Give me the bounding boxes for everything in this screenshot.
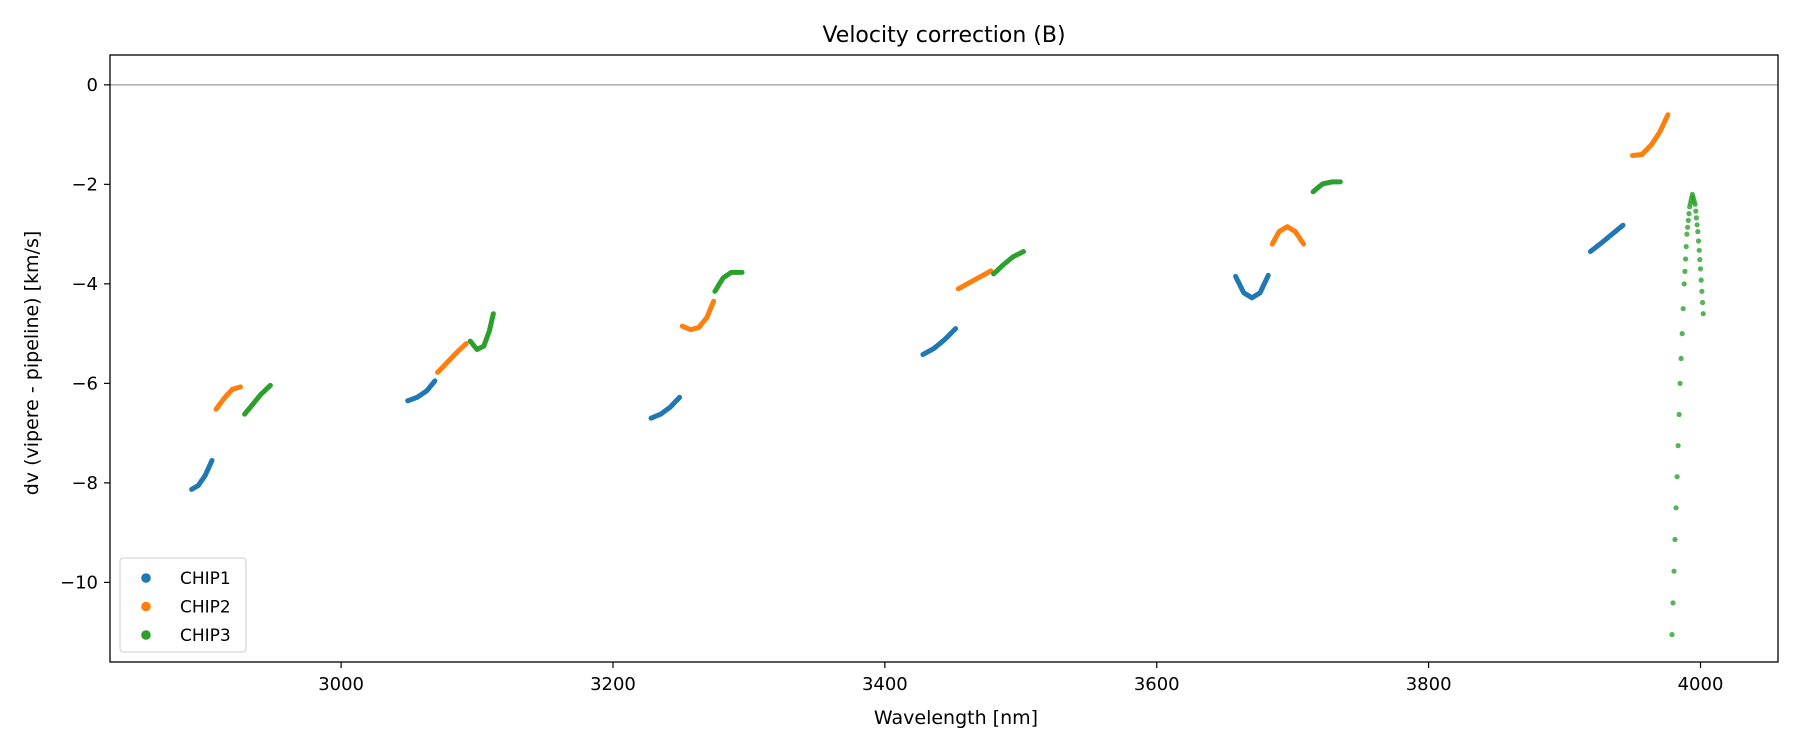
chip3-point <box>1695 229 1701 235</box>
series-chip2 <box>213 112 1671 412</box>
chip3-point <box>1695 238 1702 244</box>
chip3-segment <box>242 382 273 417</box>
chip1-segment <box>920 326 959 357</box>
y-tick-label: −2 <box>71 174 98 195</box>
chip3-point <box>1673 505 1679 511</box>
chip3-segment <box>1310 179 1343 195</box>
plot-frame <box>109 54 1779 663</box>
legend-marker-chip1 <box>141 573 151 583</box>
legend-box <box>119 557 247 653</box>
y-tick-label: 0 <box>87 75 98 96</box>
chip3-point <box>1685 217 1691 223</box>
x-tick-label: 3000 <box>318 674 364 695</box>
chip3-point <box>1675 443 1681 449</box>
y-tick-label: −6 <box>71 373 98 394</box>
axes: 3000 3200 3400 3600 3800 4000 0 −2 −4 −6 −8 −10 <box>60 54 1779 695</box>
chip3-point <box>1693 215 1699 221</box>
chip3-point <box>1677 380 1683 386</box>
legend-label-chip3: CHIP3 <box>180 626 231 646</box>
chip3-point <box>1694 222 1700 228</box>
chip3-point <box>1686 211 1692 217</box>
chip3-point <box>1693 208 1699 214</box>
plot-area <box>110 84 1778 638</box>
chip3-point <box>1681 281 1687 287</box>
chip3-point <box>1692 201 1698 207</box>
series-chip3 <box>242 179 1706 638</box>
chip2-segment <box>1269 224 1307 247</box>
chip3-point <box>1682 268 1688 274</box>
chip2-segment <box>679 298 717 333</box>
chip3-point <box>1684 231 1690 237</box>
x-tick-label: 3800 <box>1406 674 1452 695</box>
chip3-point <box>1672 536 1678 543</box>
chip1-segment <box>189 458 215 492</box>
chip3-point <box>1669 632 1675 638</box>
chip2-segment <box>213 384 243 412</box>
series-chip1 <box>189 222 1626 492</box>
chip3-point <box>1678 355 1684 362</box>
x-tick-label: 4000 <box>1678 674 1724 695</box>
chip3-point <box>1699 288 1705 294</box>
chip1-segment <box>1233 272 1271 301</box>
chip3-point <box>1698 277 1704 283</box>
chip3-point <box>1679 331 1685 337</box>
legend-label-chip2: CHIP2 <box>180 598 231 618</box>
legend-marker-chip3 <box>141 630 151 640</box>
chip2-segment <box>435 341 469 375</box>
chip2-segment <box>955 268 994 292</box>
chip3-point <box>1700 311 1706 317</box>
chip3-segment <box>712 269 745 294</box>
chip3-point <box>1674 474 1680 480</box>
chip1-segment <box>405 378 438 404</box>
chip3-point <box>1697 266 1704 272</box>
chip3-point <box>1697 257 1703 263</box>
x-tick-label: 3400 <box>862 674 908 695</box>
chip3-point <box>1670 600 1676 606</box>
x-tick-label: 3200 <box>590 674 636 695</box>
chip3-point <box>1680 306 1686 312</box>
chip3-point <box>1696 247 1702 253</box>
y-tick-label: −4 <box>71 274 98 295</box>
x-tick-label: 3600 <box>1134 674 1180 695</box>
chip3-segment <box>991 249 1026 277</box>
chip3-point <box>1685 224 1691 230</box>
chip3-point <box>1700 299 1706 306</box>
y-tick-label: −8 <box>71 473 98 494</box>
chip1-segment <box>1587 222 1626 254</box>
chart-title: Velocity correction (B) <box>822 23 1065 48</box>
chip3-point <box>1683 244 1689 250</box>
chip3-segment <box>467 311 496 352</box>
y-tick-label: −10 <box>60 572 98 593</box>
legend-marker-chip2 <box>141 601 151 612</box>
legend-label-chip1: CHIP1 <box>180 569 231 589</box>
chip3-point <box>1671 568 1677 574</box>
chip3-point <box>1683 256 1689 262</box>
chip2-segment <box>1630 112 1671 158</box>
x-axis-label: Wavelength [nm] <box>874 707 1038 729</box>
chip1-segment <box>648 394 683 421</box>
legend: CHIP1 CHIP2 CHIP3 <box>119 557 247 653</box>
y-axis-label: dv (vipere - pipeline) [km/s] <box>21 231 43 496</box>
chip3-point <box>1676 411 1682 418</box>
